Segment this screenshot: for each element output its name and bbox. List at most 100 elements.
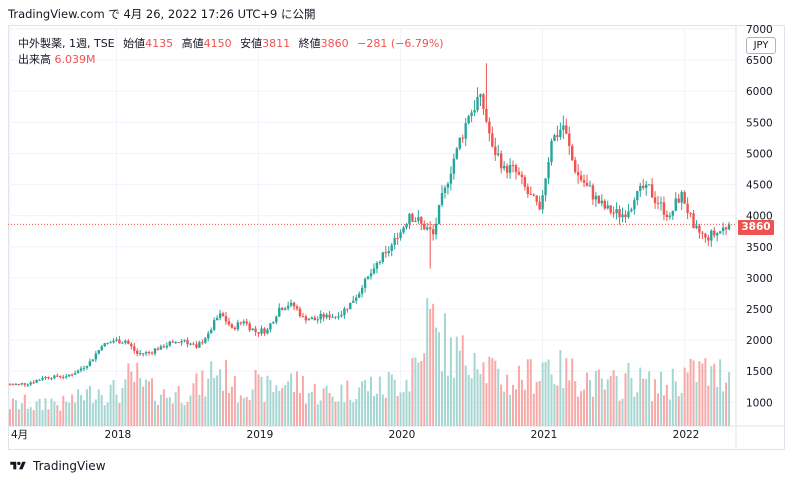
candle-body: [204, 338, 207, 343]
candle-body: [594, 195, 598, 200]
candle-body: [59, 376, 62, 378]
candle-body: [201, 342, 204, 344]
candle-body: [85, 366, 89, 368]
low-label: 安値: [240, 37, 263, 50]
candle-body: [485, 108, 488, 122]
candle-body: [295, 306, 299, 309]
candle-body: [289, 302, 293, 306]
candle-body: [224, 316, 228, 322]
volume-bar: [402, 391, 405, 426]
y-tick-label: 2500: [746, 304, 773, 316]
volume-bar: [686, 372, 689, 426]
candle-body: [50, 378, 53, 380]
volume-bar: [378, 376, 381, 426]
candle-body: [514, 165, 518, 173]
candle-body: [520, 174, 524, 178]
candle-body: [283, 308, 287, 310]
volume-bar: [62, 395, 65, 426]
candle-body: [29, 382, 32, 385]
candle-body: [630, 209, 633, 212]
candle-body: [281, 307, 284, 310]
volume-bar: [710, 366, 713, 426]
volume-bar: [553, 383, 556, 426]
volume-bar: [677, 396, 680, 426]
volume-bar: [476, 369, 479, 426]
volume-bar: [550, 374, 553, 426]
candle-body: [174, 342, 177, 344]
candle-body: [26, 384, 29, 386]
volume-bar: [136, 362, 139, 426]
currency-badge[interactable]: JPY: [746, 37, 776, 54]
volume-bar: [313, 383, 316, 426]
volume-bar: [343, 402, 346, 426]
y-tick-label: 7000: [746, 25, 773, 36]
symbol-label[interactable]: 中外製薬, 1週, TSE: [18, 37, 115, 50]
volume-bar: [591, 396, 594, 426]
volume-bar: [659, 371, 662, 426]
candle-body: [325, 314, 328, 318]
candle-body: [710, 230, 713, 241]
volume-bar: [80, 395, 83, 426]
volume-bar: [538, 380, 541, 426]
price-chart[interactable]: 1000 1500 2000 2500 3000 3500 4000 4500 5000 5500…: [8, 25, 785, 450]
volume-bar: [109, 384, 112, 426]
volume-bar: [562, 388, 565, 426]
candle-body: [573, 160, 577, 173]
volume-bar: [704, 358, 707, 426]
x-axis[interactable]: 4月 2018 2019 2020 2021 2022: [11, 429, 699, 441]
candle-body: [698, 225, 701, 233]
volume-bar: [189, 395, 192, 426]
candle-body: [440, 193, 444, 205]
volume-bar: [346, 380, 349, 426]
candle-body: [195, 344, 198, 348]
volume-bar: [219, 369, 222, 426]
candle-body: [405, 224, 408, 228]
volume-bars: [9, 298, 731, 426]
candle-body: [221, 313, 225, 317]
volume-bar: [609, 376, 612, 426]
candle-body: [689, 212, 692, 214]
volume-bar: [414, 357, 417, 426]
candle-body: [192, 343, 195, 345]
candle-body: [396, 238, 399, 240]
volume-bar: [233, 376, 236, 426]
volume-bar: [361, 381, 364, 426]
candle-body: [153, 348, 157, 354]
volume-label: 出来高: [18, 53, 51, 66]
y-tick-label: 2000: [746, 335, 773, 347]
volume-bar: [35, 401, 38, 426]
volume-bar: [426, 298, 429, 426]
candle-body: [8, 384, 12, 386]
volume-bar: [674, 381, 677, 426]
candle-body: [162, 346, 166, 348]
volume-bar: [698, 361, 701, 426]
volume-bar: [586, 372, 589, 426]
candle-body: [476, 96, 479, 111]
volume-bar: [242, 398, 245, 426]
y-axis[interactable]: 1000 1500 2000 2500 3000 3500 4000 4500 5000 5500…: [746, 25, 773, 409]
candle-body: [420, 217, 423, 224]
volume-bar: [207, 378, 210, 426]
candle-body: [171, 341, 174, 343]
candle-body: [644, 184, 648, 188]
open-value: 4135: [145, 37, 174, 50]
volume-bar: [500, 384, 503, 426]
candle-body: [79, 368, 83, 371]
candle-body: [47, 377, 50, 379]
volume-bar: [97, 389, 100, 426]
footer[interactable]: TradingView: [8, 457, 106, 475]
volume-bar: [53, 401, 56, 426]
footer-brand: TradingView: [33, 459, 106, 473]
candle-body: [482, 94, 485, 109]
candle-body: [621, 214, 624, 218]
candle-body: [138, 353, 142, 355]
high-value: 4150: [203, 37, 232, 50]
candle-body: [529, 193, 532, 195]
candle-body: [721, 227, 725, 232]
candle-body: [180, 341, 183, 343]
volume-bar: [580, 391, 583, 426]
volume-bar: [541, 362, 544, 426]
candle-body: [210, 329, 213, 334]
volume-bar: [171, 403, 174, 426]
candle-body: [411, 213, 414, 222]
